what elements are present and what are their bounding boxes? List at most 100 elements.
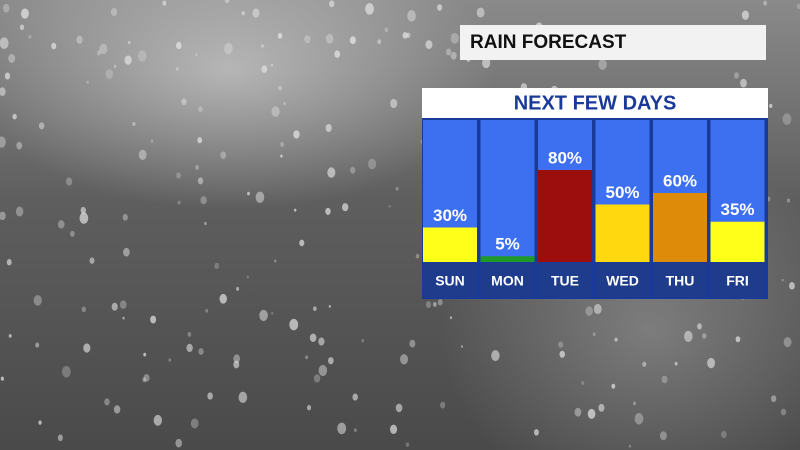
rain-drop bbox=[390, 98, 398, 109]
rain-drop bbox=[190, 418, 199, 429]
chart-panel bbox=[422, 118, 768, 299]
rain-drop bbox=[735, 336, 741, 343]
rain-drop bbox=[12, 113, 17, 120]
rain-drop bbox=[771, 395, 777, 403]
rain-drop bbox=[325, 33, 334, 44]
rain-drop bbox=[280, 154, 283, 158]
day-cell bbox=[653, 263, 707, 297]
rain-drop bbox=[400, 354, 409, 365]
rain-drop bbox=[328, 304, 331, 308]
rain-drop bbox=[437, 299, 443, 306]
rain-drop bbox=[224, 42, 233, 55]
value-label: 60% bbox=[663, 171, 697, 190]
rain-drop bbox=[76, 35, 83, 44]
rain-drop bbox=[278, 85, 282, 91]
rain-drop bbox=[328, 357, 334, 365]
rain-drop bbox=[33, 295, 42, 306]
bar bbox=[423, 227, 477, 262]
rain-drop bbox=[741, 10, 749, 20]
rain-drop bbox=[119, 300, 127, 309]
rain-drop bbox=[80, 206, 86, 214]
rain-drop bbox=[309, 333, 317, 343]
rain-drop bbox=[781, 278, 784, 282]
rain-drop bbox=[707, 357, 716, 369]
rain-drop bbox=[407, 10, 416, 22]
rain-drop bbox=[581, 381, 585, 385]
rain-drop bbox=[150, 315, 157, 324]
rain-drop bbox=[261, 65, 268, 73]
rain-drop bbox=[283, 102, 286, 106]
value-label: 80% bbox=[548, 148, 582, 167]
rain-drop bbox=[642, 361, 647, 367]
rain-drop bbox=[207, 392, 213, 400]
rain-drop bbox=[327, 167, 336, 178]
rain-drop bbox=[425, 301, 432, 308]
rain-drop bbox=[593, 303, 602, 315]
rain-drop bbox=[306, 405, 312, 411]
rain-drop bbox=[2, 3, 10, 13]
x-tick-label: TUE bbox=[551, 273, 579, 289]
rain-drop bbox=[559, 350, 565, 358]
rain-drop bbox=[384, 27, 389, 33]
rain-drop bbox=[734, 72, 740, 79]
rain-drop bbox=[176, 67, 179, 71]
rain-drop bbox=[313, 374, 321, 383]
rain-drop bbox=[388, 205, 391, 208]
bar bbox=[480, 256, 535, 262]
rain-drop bbox=[353, 428, 357, 432]
rain-drop bbox=[246, 275, 249, 279]
rain-drop bbox=[6, 259, 12, 266]
rain-drop bbox=[318, 337, 325, 346]
rain-drop bbox=[111, 302, 118, 311]
rain-drop bbox=[349, 36, 356, 45]
rain-drop bbox=[150, 139, 154, 143]
rain-drop bbox=[574, 407, 582, 417]
rain-drop bbox=[305, 355, 309, 360]
rain-drop bbox=[598, 403, 605, 412]
bar bbox=[710, 221, 765, 262]
rain-drop bbox=[782, 113, 792, 125]
rain-drop bbox=[197, 137, 203, 144]
rain-drop bbox=[20, 8, 29, 19]
rain-drop bbox=[721, 430, 727, 439]
rain-drop bbox=[769, 103, 773, 109]
rain-drop bbox=[65, 177, 73, 186]
rain-drop bbox=[329, 0, 335, 8]
rain-drop bbox=[187, 331, 192, 337]
rain-drop bbox=[361, 338, 365, 343]
rain-drop bbox=[8, 333, 12, 338]
rain-drop bbox=[255, 191, 265, 203]
column-background bbox=[480, 120, 535, 262]
rain-drop bbox=[122, 213, 128, 221]
rain-drop bbox=[294, 208, 297, 212]
rain-drop bbox=[406, 32, 411, 39]
rain-drop bbox=[450, 32, 459, 44]
rain-drop bbox=[697, 323, 702, 330]
rain-drop bbox=[405, 442, 410, 447]
rain-drop bbox=[783, 337, 792, 348]
rain-drop bbox=[16, 141, 23, 150]
rain-drop bbox=[132, 122, 136, 126]
rain-drop bbox=[611, 383, 616, 389]
x-tick-label: FRI bbox=[726, 273, 749, 289]
rain-drop bbox=[337, 422, 347, 435]
rain-drop bbox=[293, 130, 300, 139]
rain-drop bbox=[289, 318, 299, 331]
rain-drop bbox=[236, 286, 240, 291]
rain-drop bbox=[220, 151, 227, 160]
rain-drop bbox=[395, 186, 399, 191]
rain-drop bbox=[153, 414, 162, 426]
rain-drop bbox=[796, 3, 800, 10]
rain-drop bbox=[350, 166, 356, 174]
rain-drop bbox=[633, 401, 637, 406]
rain-drop bbox=[661, 375, 668, 384]
rain-drop bbox=[113, 64, 117, 68]
rain-drop bbox=[659, 431, 667, 441]
x-tick-label: WED bbox=[606, 273, 639, 289]
rain-drop bbox=[367, 158, 377, 170]
rain-drop bbox=[461, 345, 464, 348]
rain-drop bbox=[105, 69, 114, 79]
rain-drop bbox=[476, 7, 485, 18]
rain-drop bbox=[598, 59, 607, 70]
